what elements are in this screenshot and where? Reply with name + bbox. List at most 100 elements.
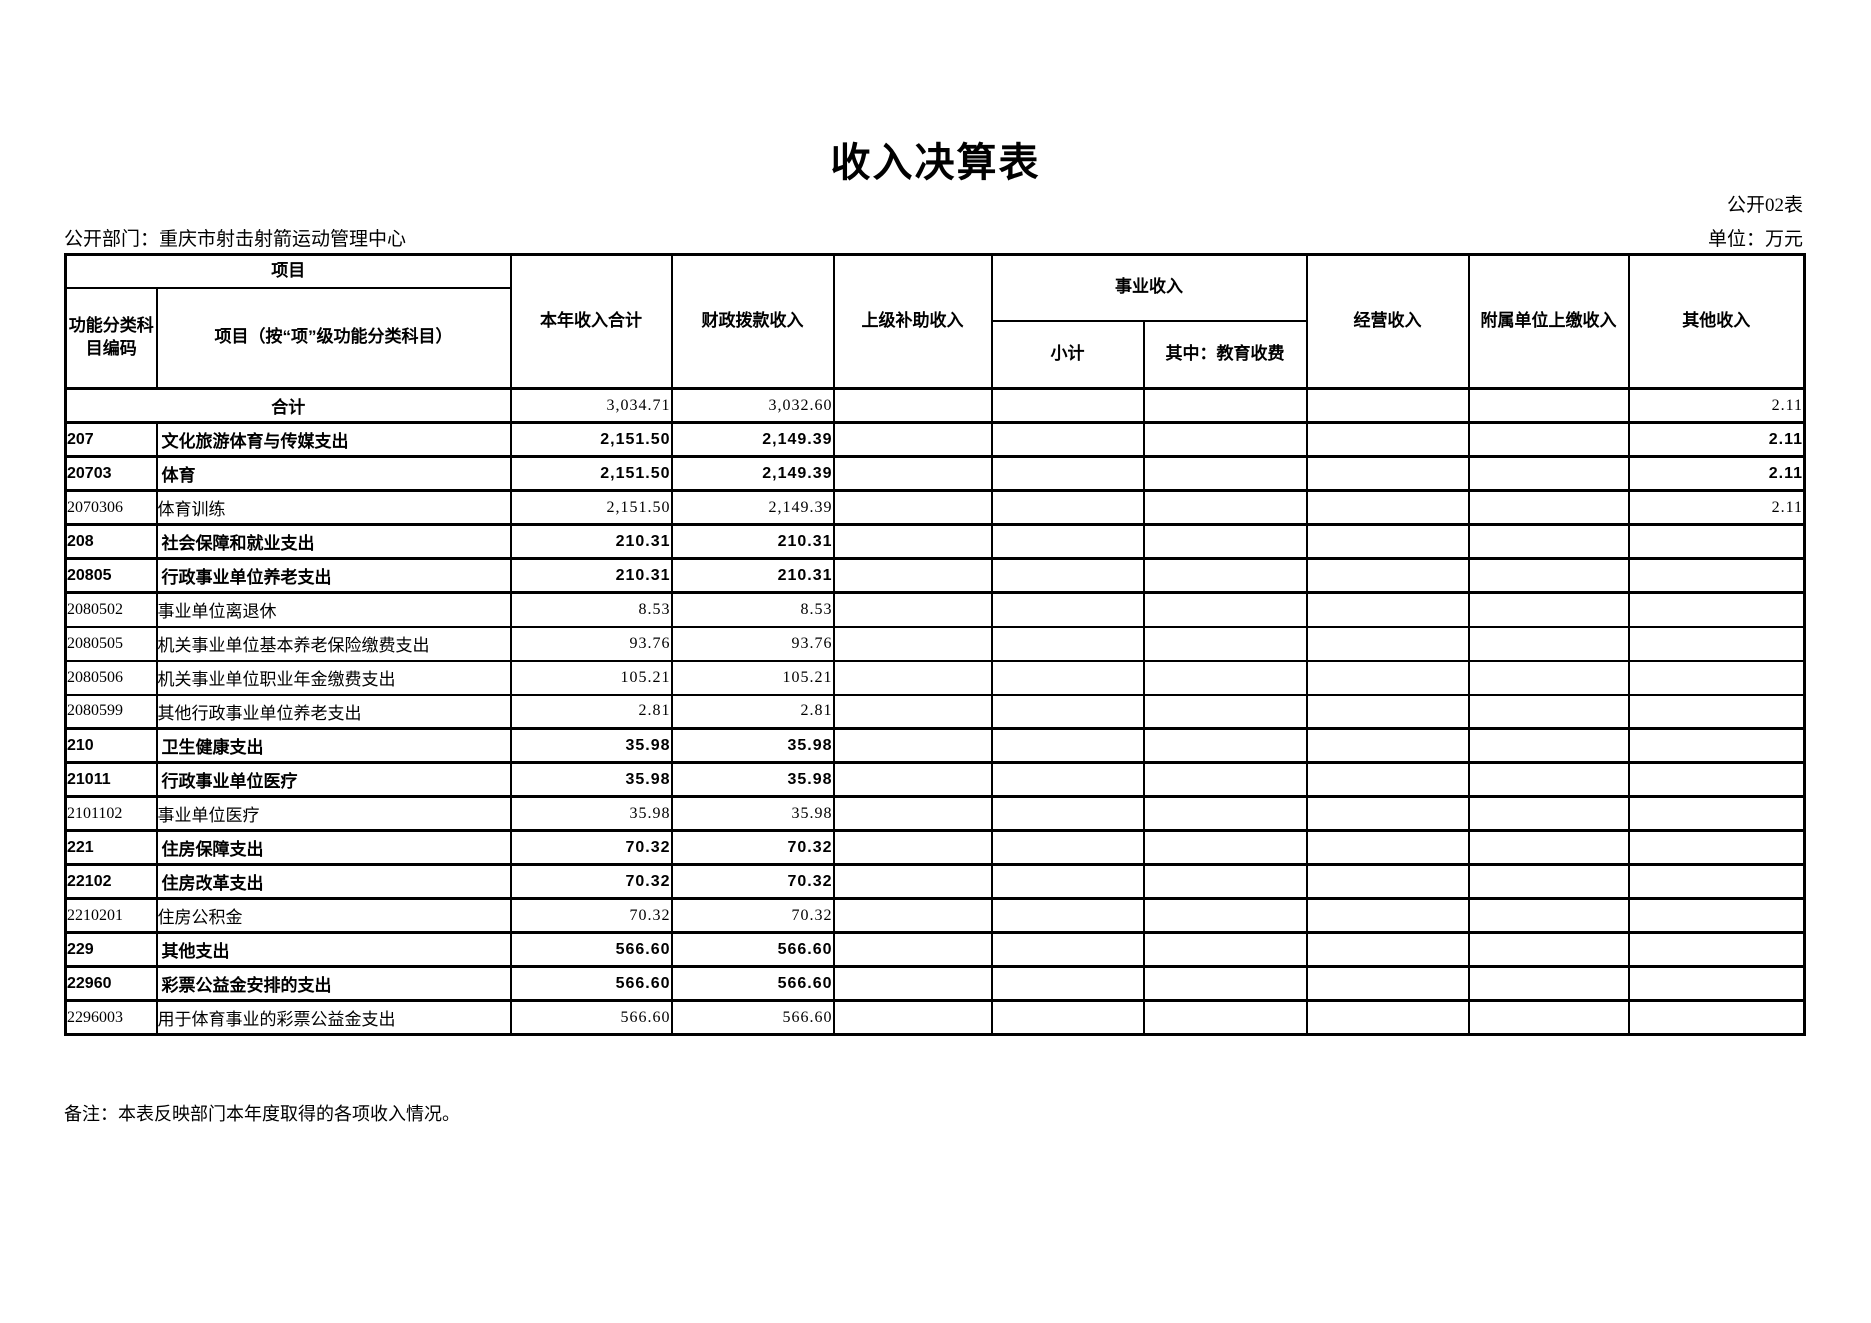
table-row: 20805 行政事业单位养老支出 210.31 210.31: [64, 557, 1806, 594]
cell-value: [1627, 829, 1806, 866]
cell-value: 35.98: [670, 727, 835, 764]
cell-item-name: 住房公积金: [155, 897, 512, 934]
department-label: 公开部门：重庆市射击射箭运动管理中心: [64, 229, 407, 250]
header-project-group: 项目: [64, 253, 512, 289]
header-affiliated-income: 附属单位上缴收入: [1467, 253, 1630, 390]
cell-value: 566.60: [509, 965, 673, 1002]
table-row: 2080506 机关事业单位职业年金缴费支出 105.21 105.21: [64, 659, 1806, 696]
table-body: 合计 3,034.71 3,032.60 2.11 207 文化旅游体育与传媒支出 2,15…: [64, 387, 1806, 1036]
cell-value: [832, 863, 993, 900]
cell-value: [1305, 761, 1470, 798]
cell-code: 229: [64, 931, 158, 968]
cell-code: 221: [64, 829, 158, 866]
cell-value: [1142, 693, 1308, 730]
cell-value: [1467, 625, 1630, 662]
cell-code: 2070306: [64, 489, 158, 526]
cell-value: 93.76: [509, 625, 673, 662]
cell-value: [1467, 897, 1630, 934]
table-row: 221 住房保障支出 70.32 70.32: [64, 829, 1806, 866]
cell-value: [1142, 489, 1308, 526]
header-education-fee: 其中：教育收费: [1142, 319, 1308, 390]
cell-value: [1305, 659, 1470, 696]
cell-code: 2080506: [64, 659, 158, 696]
table-row: 20703 体育 2,151.50 2,149.39 2.11: [64, 455, 1806, 492]
table-row: 210 卫生健康支出 35.98 35.98: [64, 727, 1806, 764]
cell-value: 210.31: [670, 557, 835, 594]
cell-value: [832, 591, 993, 628]
cell-value: [990, 557, 1145, 594]
unit-label: 单位：万元: [1707, 229, 1803, 250]
cell-value: [990, 897, 1145, 934]
cell-value: [1142, 523, 1308, 560]
cell-value: 566.60: [509, 931, 673, 968]
cell-value: [1467, 591, 1630, 628]
note-text: 备注：本表反映部门本年度取得的各项收入情况。: [64, 1104, 460, 1124]
cell-value: [990, 523, 1145, 560]
cell-value: [832, 489, 993, 526]
cell-value: [1627, 863, 1806, 900]
cell-value: 566.60: [670, 931, 835, 968]
cell-value: 2,149.39: [670, 489, 835, 526]
cell-value: [1142, 795, 1308, 832]
cell-value: [1467, 863, 1630, 900]
cell-code: 210: [64, 727, 158, 764]
cell-value: [1305, 829, 1470, 866]
cell-value: [1142, 557, 1308, 594]
header-superior-subsidy: 上级补助收入: [832, 253, 993, 390]
cell-value: [990, 591, 1145, 628]
cell-item-name: 事业单位医疗: [155, 795, 512, 832]
cell-value: [1305, 795, 1470, 832]
header-fiscal-income: 财政拨款收入: [670, 253, 835, 390]
table-row: 2080502 事业单位离退休 8.53 8.53: [64, 591, 1806, 628]
cell-value: 35.98: [670, 761, 835, 798]
cell-value: 2.81: [509, 693, 673, 730]
cell-value: 2,149.39: [670, 421, 835, 458]
cell-value: [990, 455, 1145, 492]
cell-value: 35.98: [509, 727, 673, 764]
cell-value: [990, 421, 1145, 458]
cell-value: [1305, 489, 1470, 526]
cell-item-name: 用于体育事业的彩票公益金支出: [155, 999, 512, 1036]
cell-value: [1627, 693, 1806, 730]
cell-code: 2080502: [64, 591, 158, 628]
cell-value: [1467, 693, 1630, 730]
cell-item-name: 其他支出: [155, 931, 512, 968]
table-row: 2296003 用于体育事业的彩票公益金支出 566.60 566.60: [64, 999, 1806, 1036]
cell-code: 207: [64, 421, 158, 458]
cell-value: [1142, 455, 1308, 492]
cell-value: 35.98: [509, 795, 673, 832]
cell-value: 566.60: [670, 965, 835, 1002]
cell-value: [1305, 965, 1470, 1002]
cell-value: [1142, 931, 1308, 968]
cell-code: 2080505: [64, 625, 158, 662]
cell-item-name: 文化旅游体育与传媒支出: [155, 421, 512, 458]
cell-value: [1467, 557, 1630, 594]
cell-value: 70.32: [670, 897, 835, 934]
cell-value: [1305, 523, 1470, 560]
cell-value: [1627, 965, 1806, 1002]
cell-item-name: 机关事业单位职业年金缴费支出: [155, 659, 512, 696]
table-row: 207 文化旅游体育与传媒支出 2,151.50 2,149.39 2.11: [64, 421, 1806, 458]
cell-value: 70.32: [509, 829, 673, 866]
cell-value: [1142, 591, 1308, 628]
header-row-3: 小计 其中：教育收费: [66, 319, 1805, 390]
cell-value: [1305, 455, 1470, 492]
cell-value: 3,032.60: [670, 387, 835, 424]
cell-value: [1305, 693, 1470, 730]
cell-value: [1627, 625, 1806, 662]
cell-value: 35.98: [509, 761, 673, 798]
cell-value: [1305, 897, 1470, 934]
cell-item-name: 体育: [155, 455, 512, 492]
cell-value: [832, 897, 993, 934]
header-total-income: 本年收入合计: [509, 253, 673, 390]
table-row: 2080505 机关事业单位基本养老保险缴费支出 93.76 93.76: [64, 625, 1806, 662]
cell-value: [1467, 387, 1630, 424]
cell-value: [1467, 761, 1630, 798]
cell-value: [1142, 829, 1308, 866]
cell-item-name: 社会保障和就业支出: [155, 523, 512, 560]
cell-value: [990, 829, 1145, 866]
cell-value: [1627, 761, 1806, 798]
cell-value: [1467, 489, 1630, 526]
cell-value: [1142, 761, 1308, 798]
